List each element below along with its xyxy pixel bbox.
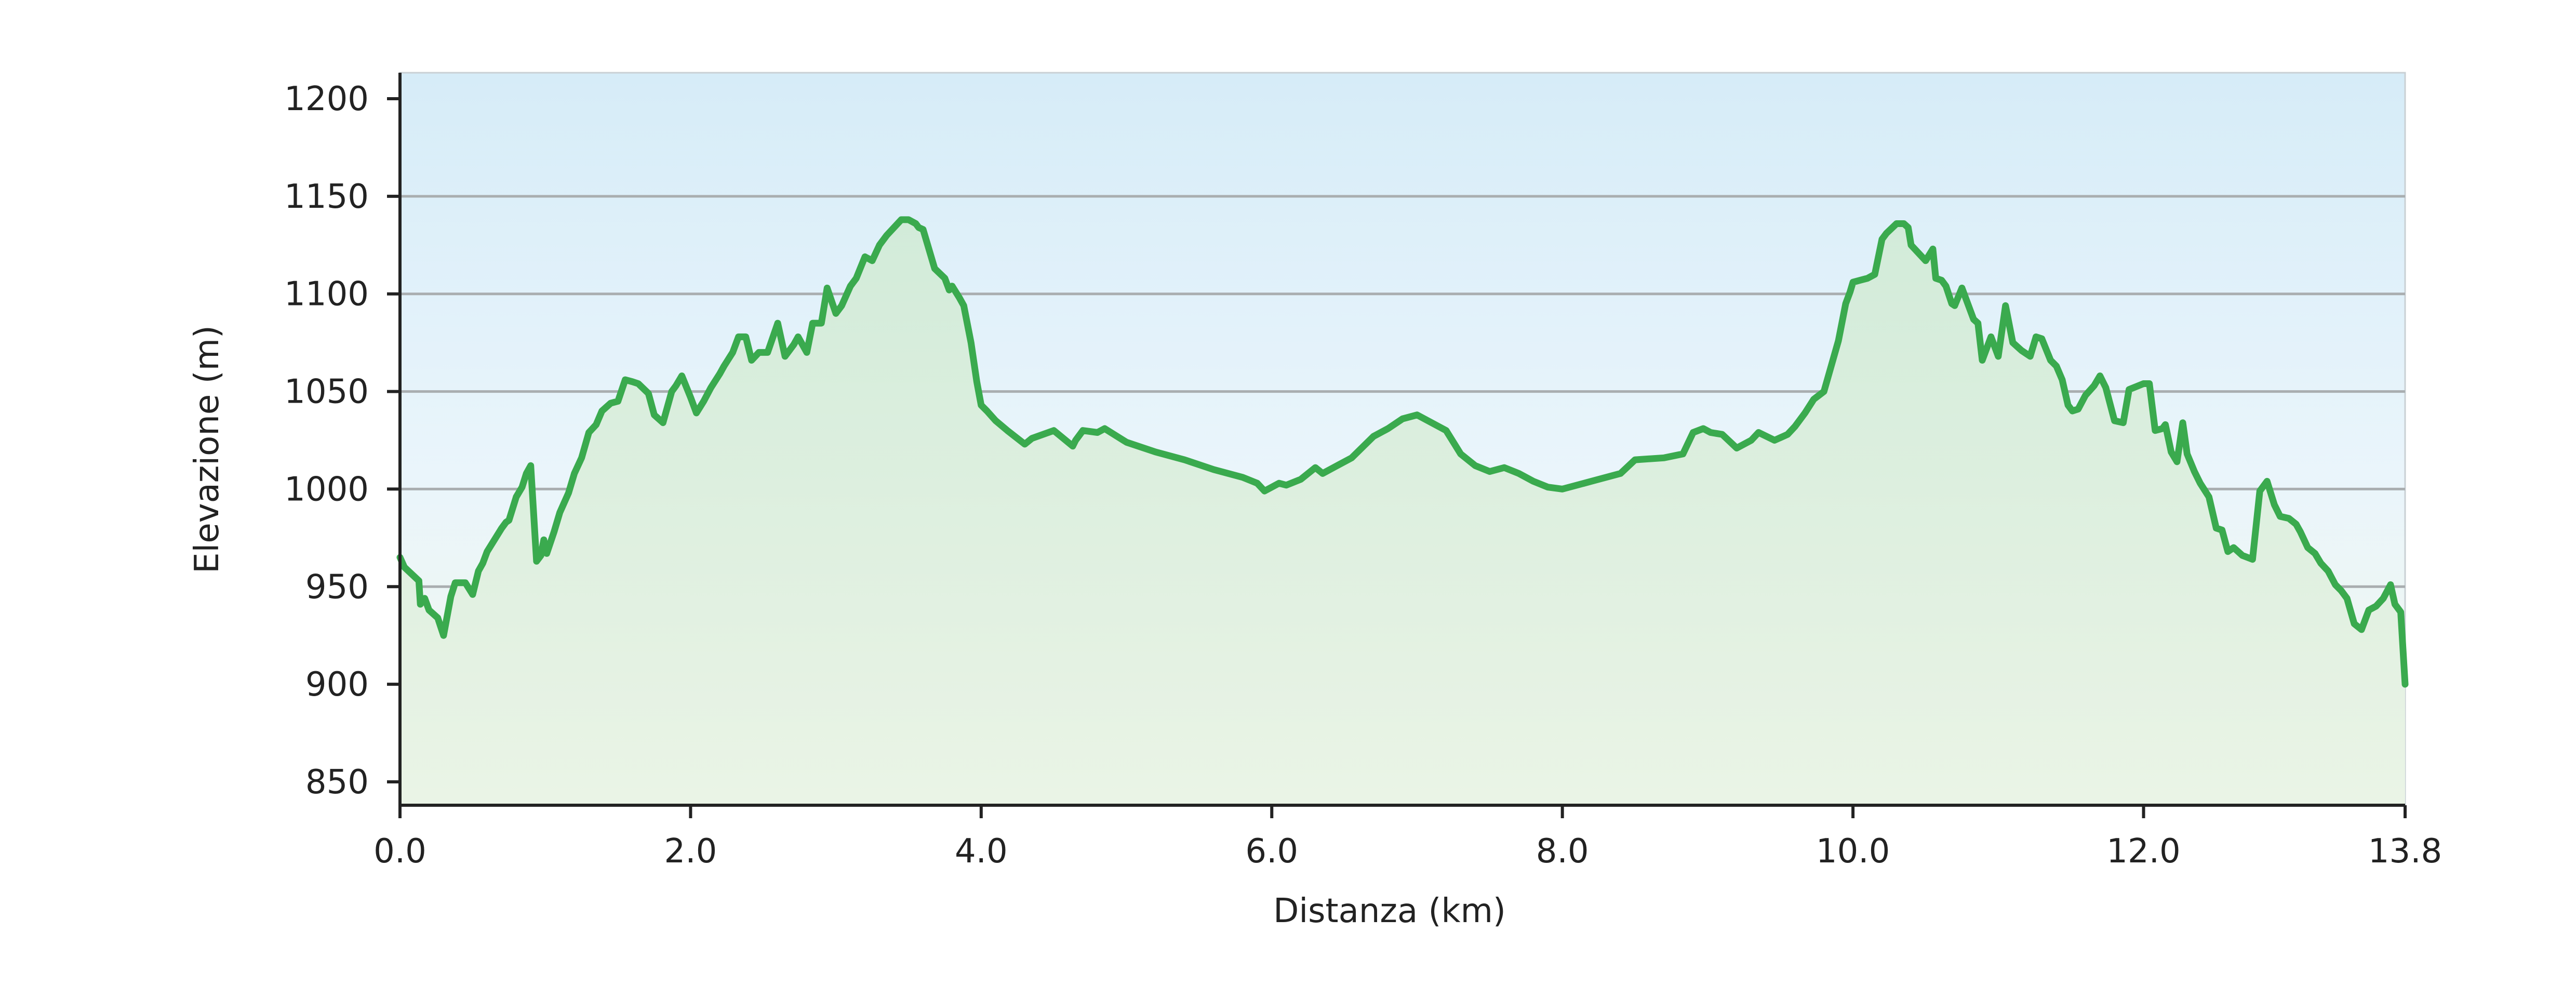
x-tick-label: 0.0 [373,832,426,871]
x-tick-label: 10.0 [1816,832,1890,871]
x-axis-title: Distanza (km) [1273,892,1506,930]
y-tick-label: 1150 [284,178,369,216]
y-tick-label: 850 [305,763,369,802]
elevation-area-fill [400,219,2405,804]
y-axis-ticks: 850 900 950 1000 1050 1100 1150 1200 [284,80,400,802]
x-tick-label: 6.0 [1245,832,1298,871]
x-tick-label: 8.0 [1536,832,1589,871]
y-tick-label: 1000 [284,470,369,509]
y-tick-label: 1050 [284,373,369,411]
y-axis-title: Elevazione (m) [188,325,226,574]
x-tick-label: 12.0 [2106,832,2181,871]
y-tick-label: 1100 [284,275,369,314]
x-tick-label: 4.0 [955,832,1008,871]
x-tick-label: 2.0 [664,832,717,871]
x-axis-ticks: 0.0 2.0 4.0 6.0 8.0 10.0 12.0 13.8 [373,805,2442,871]
y-tick-label: 900 [305,665,369,704]
elevation-line [396,216,2409,688]
x-tick-label: 13.8 [2368,832,2442,871]
y-tick-label: 950 [305,568,369,606]
y-tick-label: 1200 [284,80,369,118]
